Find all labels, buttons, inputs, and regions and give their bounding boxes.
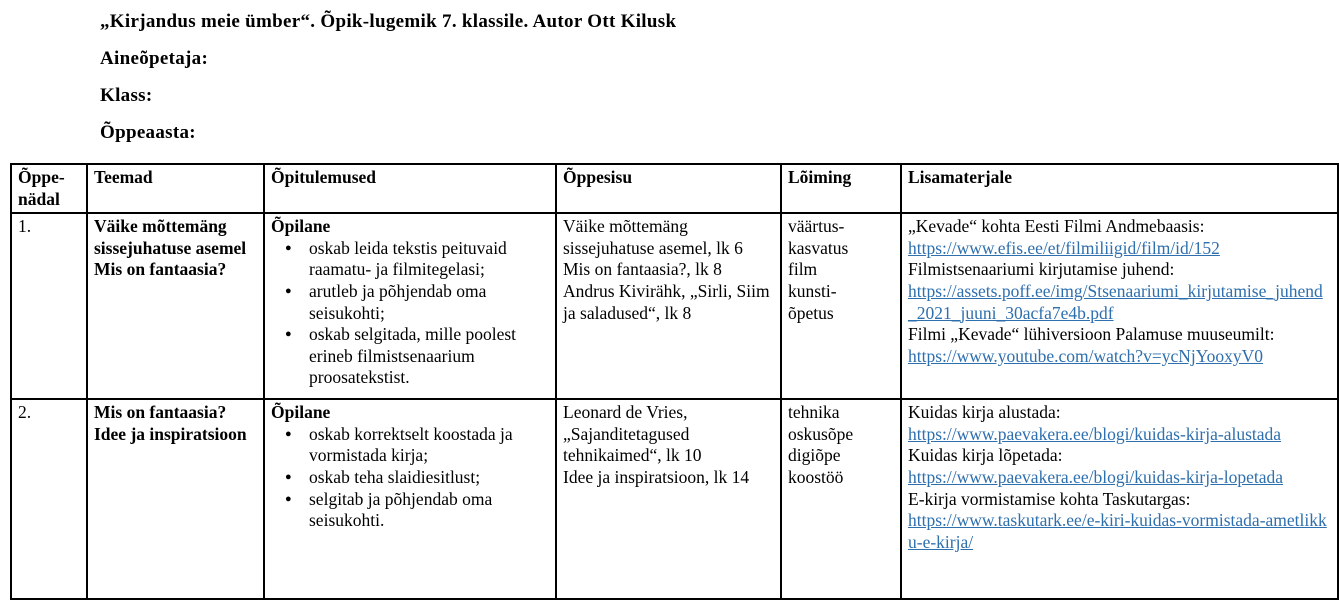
integration-line: film <box>788 259 818 280</box>
material-link[interactable]: https://www.efis.ee/et/filmiliigid/film/… <box>908 237 1220 258</box>
year-label: Õppeaasta: <box>100 122 196 143</box>
table-row: 1. Väike mõttemäng sissejuhatuse asemel … <box>10 212 1339 401</box>
content-entry: Idee ja inspiratsioon, lk 14 <box>563 466 750 487</box>
topics-cell: Väike mõttemäng sissejuhatuse asemel Mis… <box>86 212 265 401</box>
class-label: Klass: <box>100 85 153 106</box>
column-header-integration: Lõiming <box>780 162 902 215</box>
integration-line: digiõpe <box>788 445 841 466</box>
materials-cell: „Kevade“ kohta Eesti Filmi Andmebaasis: … <box>900 212 1339 401</box>
integration-cell: väärtus- kasvatus film kunsti- õpetus <box>780 212 902 401</box>
outcome-item: selgitab ja põhjendab oma seisukohti. <box>271 489 549 532</box>
curriculum-table: Õppe-nädal Teemad Õpitulemused Õppesisu … <box>10 162 1339 600</box>
integration-line: oskusõpe <box>788 423 854 444</box>
week-cell: 1. <box>10 212 88 401</box>
outcome-item: oskab teha slaidiesitlust; <box>271 467 549 489</box>
integration-line: tehnika <box>788 402 840 423</box>
outcomes-heading: Õpilane <box>271 402 331 423</box>
document-title: „Kirjandus meie ümber“. Õpik-lugemik 7. … <box>100 11 677 32</box>
outcome-item: oskab selgitada, mille poolest erineb fi… <box>271 324 549 389</box>
material-link[interactable]: https://www.youtube.com/watch?v=ycNjYoox… <box>908 345 1263 366</box>
material-link[interactable]: https://www.paevakera.ee/blogi/kuidas-ki… <box>908 466 1283 487</box>
material-label: „Kevade“ kohta Eesti Filmi Andmebaasis: <box>908 216 1205 237</box>
integration-line: koostöö <box>788 466 844 487</box>
week-number: 2. <box>18 402 32 423</box>
topics-cell: Mis on fantaasia? Idee ja inspiratsioon <box>86 398 265 600</box>
document-header: „Kirjandus meie ümber“. Õpik-lugemik 7. … <box>100 10 676 158</box>
week-cell: 2. <box>10 398 88 600</box>
outcomes-list: oskab korrektselt koostada ja vormistada… <box>271 424 549 532</box>
material-link[interactable]: https://www.taskutark.ee/e-kiri-kuidas-v… <box>908 510 1327 552</box>
topic: Väike mõttemäng sissejuhatuse asemel <box>94 216 247 258</box>
table-header-row: Õppe-nädal Teemad Õpitulemused Õppesisu … <box>10 162 1339 215</box>
material-label: E-kirja vormistamise kohta Taskutargas: <box>908 488 1191 509</box>
content-cell: Leonard de Vries, „Sajanditetagused tehn… <box>555 398 782 600</box>
column-header-week: Õppe-nädal <box>10 162 88 215</box>
week-number: 1. <box>18 216 32 237</box>
content-entry: Andrus Kivirähk, „Sirli, Siim ja saladus… <box>563 280 770 323</box>
topic: Mis on fantaasia? <box>94 259 227 280</box>
material-label: Filmi „Kevade“ lühiversioon Palamuse muu… <box>908 324 1275 345</box>
material-link[interactable]: https://www.paevakera.ee/blogi/kuidas-ki… <box>908 423 1282 444</box>
content-entry: Leonard de Vries, „Sajanditetagused tehn… <box>563 402 702 466</box>
material-label: Kuidas kirja alustada: <box>908 402 1061 423</box>
content-cell: Väike mõttemäng sissejuhatuse asemel, lk… <box>555 212 782 401</box>
content-entry: Väike mõttemäng sissejuhatuse asemel, lk… <box>563 216 743 258</box>
integration-line: õpetus <box>788 302 834 323</box>
outcome-item: oskab leida tekstis peituvaid raamatu- j… <box>271 238 549 281</box>
material-label: Filmistsenaariumi kirjutamise juhend: <box>908 259 1175 280</box>
topic: Mis on fantaasia? <box>94 402 227 423</box>
integration-line: väärtus- <box>788 216 845 237</box>
teacher-label: Aineõpetaja: <box>100 48 209 69</box>
content-entry: Mis on fantaasia?, lk 8 <box>563 259 722 280</box>
topic: Idee ja inspiratsioon <box>94 423 247 444</box>
outcome-item: arutleb ja põhjendab oma seisukohti; <box>271 281 549 324</box>
outcomes-list: oskab leida tekstis peituvaid raamatu- j… <box>271 238 549 389</box>
document-page: { "colors": { "page_background": "#fffff… <box>0 0 1339 562</box>
materials-cell: Kuidas kirja alustada: https://www.paeva… <box>900 398 1339 600</box>
column-header-outcomes: Õpitulemused <box>263 162 557 215</box>
outcomes-heading: Õpilane <box>271 216 331 237</box>
material-link[interactable]: https://assets.poff.ee/img/Stsenaariumi_… <box>908 280 1323 323</box>
outcome-item: oskab korrektselt koostada ja vormistada… <box>271 424 549 467</box>
outcomes-cell: Õpilane oskab korrektselt koostada ja vo… <box>263 398 557 600</box>
table-row: 2. Mis on fantaasia? Idee ja inspiratsio… <box>10 398 1339 600</box>
integration-line: kasvatus <box>788 237 849 258</box>
column-header-content: Õppesisu <box>555 162 782 215</box>
outcomes-cell: Õpilane oskab leida tekstis peituvaid ra… <box>263 212 557 401</box>
material-label: Kuidas kirja lõpetada: <box>908 445 1063 466</box>
column-header-materials: Lisamaterjale <box>900 162 1339 215</box>
integration-cell: tehnika oskusõpe digiõpe koostöö <box>780 398 902 600</box>
column-header-topics: Teemad <box>86 162 265 215</box>
integration-line: kunsti- <box>788 280 837 301</box>
